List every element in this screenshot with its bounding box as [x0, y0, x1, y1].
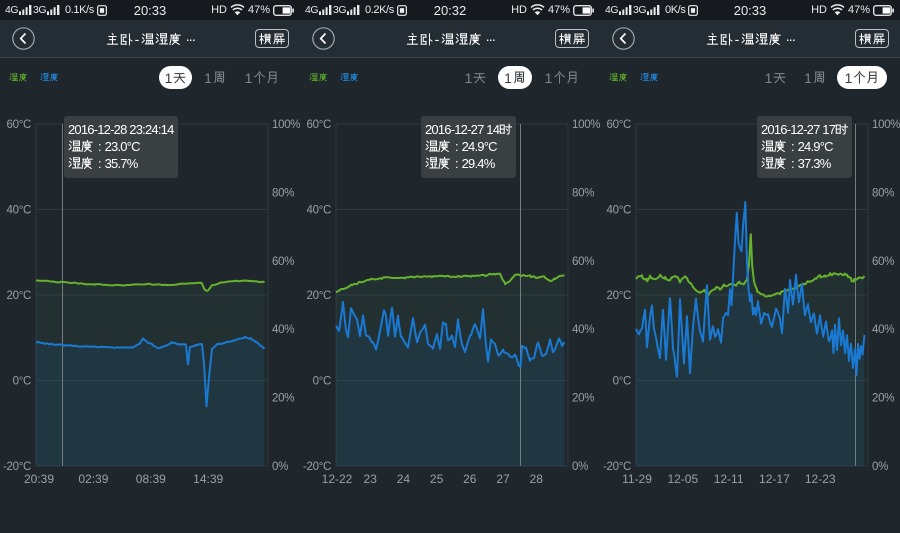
svg-text:60%: 60%: [272, 256, 294, 268]
svg-text:0°C: 0°C: [13, 376, 31, 388]
svg-text:40%: 40%: [872, 324, 894, 336]
svg-text:14:39: 14:39: [193, 472, 223, 486]
svg-text:20%: 20%: [272, 393, 294, 405]
svg-text:40%: 40%: [572, 324, 594, 336]
svg-text:0%: 0%: [572, 461, 588, 473]
svg-text:27: 27: [496, 472, 510, 486]
svg-text:11-29: 11-29: [622, 472, 652, 486]
svg-text:20°C: 20°C: [607, 290, 632, 302]
svg-text:12-17: 12-17: [759, 472, 790, 486]
svg-text:12-22: 12-22: [322, 472, 353, 486]
svg-text:12-11: 12-11: [714, 472, 744, 486]
svg-text:-20°C: -20°C: [3, 461, 31, 473]
svg-text:20%: 20%: [572, 393, 594, 405]
svg-text:40%: 40%: [272, 324, 294, 336]
svg-text:24: 24: [397, 472, 411, 486]
svg-text:80%: 80%: [272, 187, 294, 199]
svg-text:12-23: 12-23: [805, 472, 836, 486]
svg-text:60%: 60%: [872, 256, 894, 268]
svg-text:60°C: 60°C: [607, 119, 632, 131]
svg-text:20:39: 20:39: [24, 472, 54, 486]
svg-text:20°C: 20°C: [307, 290, 332, 302]
svg-text:26: 26: [463, 472, 477, 486]
svg-text:40°C: 40°C: [7, 205, 32, 217]
svg-text:20°C: 20°C: [7, 290, 32, 302]
svg-text:100%: 100%: [272, 119, 300, 131]
svg-text:20%: 20%: [872, 393, 894, 405]
svg-text:-20°C: -20°C: [603, 461, 631, 473]
svg-text:-20°C: -20°C: [303, 461, 331, 473]
svg-text:40°C: 40°C: [307, 205, 332, 217]
svg-text:60°C: 60°C: [7, 119, 32, 131]
svg-text:12-05: 12-05: [667, 472, 698, 486]
svg-text:80%: 80%: [572, 187, 594, 199]
svg-text:25: 25: [430, 472, 444, 486]
svg-text:60%: 60%: [572, 256, 594, 268]
svg-text:0°C: 0°C: [313, 376, 331, 388]
svg-text:02:39: 02:39: [78, 472, 108, 486]
svg-text:08:39: 08:39: [136, 472, 166, 486]
svg-text:0%: 0%: [872, 461, 888, 473]
svg-text:100%: 100%: [572, 119, 600, 131]
svg-text:23: 23: [364, 472, 378, 486]
svg-text:60°C: 60°C: [307, 119, 332, 131]
svg-text:0°C: 0°C: [613, 376, 631, 388]
svg-text:80%: 80%: [872, 187, 894, 199]
svg-text:28: 28: [530, 472, 544, 486]
svg-text:0%: 0%: [272, 461, 288, 473]
svg-text:100%: 100%: [872, 119, 900, 131]
svg-text:40°C: 40°C: [607, 205, 632, 217]
